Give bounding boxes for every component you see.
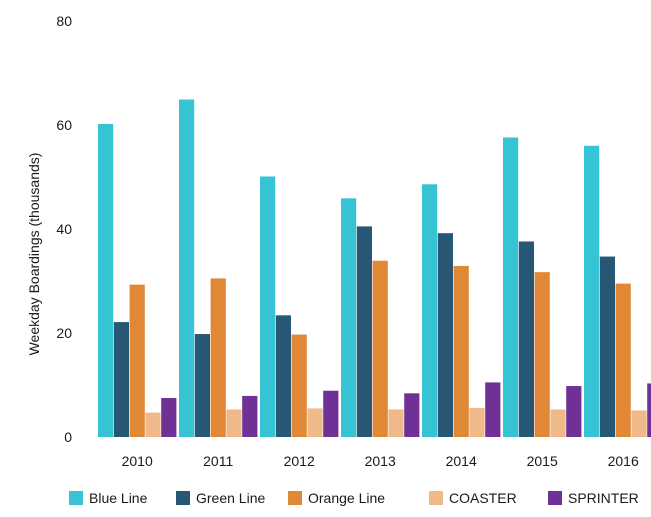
bar-green-line-2013	[356, 226, 372, 437]
bar-sprinter-2016	[647, 383, 651, 437]
legend-label: Blue Line	[89, 490, 148, 506]
bar-coaster-2010	[145, 412, 161, 437]
bar-green-line-2016	[599, 256, 615, 437]
legend-item-green-line: Green Line	[176, 490, 265, 506]
y-tick-label: 60	[56, 117, 72, 133]
bar-green-line-2014	[437, 233, 453, 437]
bar-blue-line-2013	[341, 198, 357, 437]
y-axis-label: Weekday Boardings (thousands)	[26, 153, 42, 356]
bar-sprinter-2010	[161, 398, 177, 437]
bar-orange-line-2010	[129, 284, 145, 437]
y-tick-label: 0	[64, 429, 72, 445]
bar-orange-line-2014	[453, 265, 469, 437]
bar-orange-line-2012	[291, 334, 307, 437]
legend-swatch	[176, 491, 190, 505]
bar-green-line-2012	[275, 315, 291, 437]
legend-label: COASTER	[449, 490, 517, 506]
bar-blue-line-2014	[422, 184, 438, 437]
legend-item-orange-line: Orange Line	[288, 490, 385, 506]
bar-orange-line-2013	[372, 260, 388, 437]
x-tick-label: 2015	[527, 453, 558, 469]
bar-blue-line-2015	[503, 137, 519, 438]
bar-sprinter-2014	[485, 382, 501, 437]
bar-coaster-2011	[226, 409, 242, 437]
bar-coaster-2015	[550, 409, 566, 437]
bar-coaster-2013	[388, 409, 404, 437]
legend-swatch	[69, 491, 83, 505]
bar-blue-line-2011	[179, 99, 195, 438]
legend-swatch	[288, 491, 302, 505]
bar-coaster-2012	[307, 408, 323, 437]
x-tick-label: 2013	[365, 453, 396, 469]
bar-green-line-2015	[518, 241, 534, 437]
y-axis-ticks: 0 20 40 60 80	[56, 13, 72, 445]
x-tick-label: 2016	[608, 453, 639, 469]
legend-label: Orange Line	[308, 490, 385, 506]
bar-orange-line-2016	[615, 283, 631, 437]
bar-green-line-2011	[194, 334, 210, 437]
x-axis-ticks: 2010 2011 2012 2013 2014 2015 2016	[122, 453, 639, 469]
legend-item-coaster: COASTER	[429, 490, 517, 506]
legend-item-blue-line: Blue Line	[69, 490, 148, 506]
y-tick-label: 20	[56, 325, 72, 341]
legend-swatch	[548, 491, 562, 505]
bar-coaster-2014	[469, 407, 485, 437]
bar-orange-line-2015	[534, 272, 550, 437]
y-tick-label: 40	[56, 221, 72, 237]
bar-sprinter-2012	[323, 390, 339, 437]
bar-sprinter-2015	[566, 386, 582, 437]
bar-sprinter-2011	[242, 395, 258, 437]
x-tick-label: 2011	[203, 453, 233, 469]
y-tick-label: 80	[56, 13, 72, 29]
x-tick-label: 2014	[446, 453, 477, 469]
bar-blue-line-2016	[584, 145, 600, 438]
bar-blue-line-2010	[98, 123, 114, 438]
legend-label: Green Line	[196, 490, 265, 506]
x-tick-label: 2010	[122, 453, 153, 469]
legend-swatch	[429, 491, 443, 505]
bar-blue-line-2012	[260, 176, 276, 438]
bar-green-line-2010	[113, 322, 129, 437]
legend-label: SPRINTER	[568, 490, 639, 506]
legend-item-sprinter: SPRINTER	[548, 490, 639, 506]
bar-sprinter-2013	[404, 393, 420, 437]
bar-coaster-2016	[631, 410, 647, 437]
bar-orange-line-2011	[210, 278, 226, 437]
legend: Blue Line Green Line Orange Line COASTER SPR…	[69, 490, 639, 506]
bars	[98, 99, 651, 438]
x-tick-label: 2012	[284, 453, 315, 469]
